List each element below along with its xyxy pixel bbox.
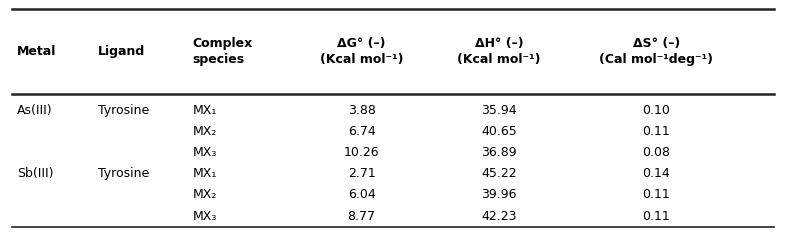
Text: ΔG° (–)
(Kcal mol⁻¹): ΔG° (–) (Kcal mol⁻¹) <box>320 38 403 66</box>
Text: Tyrosine: Tyrosine <box>98 104 149 117</box>
Text: 3.88: 3.88 <box>347 104 376 117</box>
Text: 0.11: 0.11 <box>642 189 670 202</box>
Text: MX₃: MX₃ <box>193 210 217 223</box>
Text: MX₂: MX₂ <box>193 189 217 202</box>
Text: Sb(III): Sb(III) <box>17 168 53 181</box>
Text: 6.74: 6.74 <box>347 125 376 138</box>
Text: 0.11: 0.11 <box>642 125 670 138</box>
Text: ΔH° (–)
(Kcal mol⁻¹): ΔH° (–) (Kcal mol⁻¹) <box>457 38 541 66</box>
Text: As(III): As(III) <box>17 104 53 117</box>
Text: 0.11: 0.11 <box>642 210 670 223</box>
Text: 39.96: 39.96 <box>481 189 517 202</box>
Text: Ligand: Ligand <box>98 45 145 59</box>
Text: Complex
species: Complex species <box>193 38 253 66</box>
Text: 42.23: 42.23 <box>481 210 517 223</box>
Text: 36.89: 36.89 <box>481 146 517 159</box>
Text: Tyrosine: Tyrosine <box>98 168 149 181</box>
Text: ΔS° (–)
(Cal mol⁻¹deg⁻¹): ΔS° (–) (Cal mol⁻¹deg⁻¹) <box>599 38 714 66</box>
Text: 45.22: 45.22 <box>481 168 517 181</box>
Text: 10.26: 10.26 <box>343 146 380 159</box>
Text: 35.94: 35.94 <box>481 104 517 117</box>
Text: 0.10: 0.10 <box>642 104 670 117</box>
Text: MX₂: MX₂ <box>193 125 217 138</box>
Text: 0.14: 0.14 <box>642 168 670 181</box>
Text: 2.71: 2.71 <box>347 168 376 181</box>
Text: MX₃: MX₃ <box>193 146 217 159</box>
Text: 8.77: 8.77 <box>347 210 376 223</box>
Text: 6.04: 6.04 <box>347 189 376 202</box>
Text: 0.08: 0.08 <box>642 146 670 159</box>
Text: Metal: Metal <box>17 45 57 59</box>
Text: MX₁: MX₁ <box>193 168 217 181</box>
Text: 40.65: 40.65 <box>481 125 517 138</box>
Text: MX₁: MX₁ <box>193 104 217 117</box>
